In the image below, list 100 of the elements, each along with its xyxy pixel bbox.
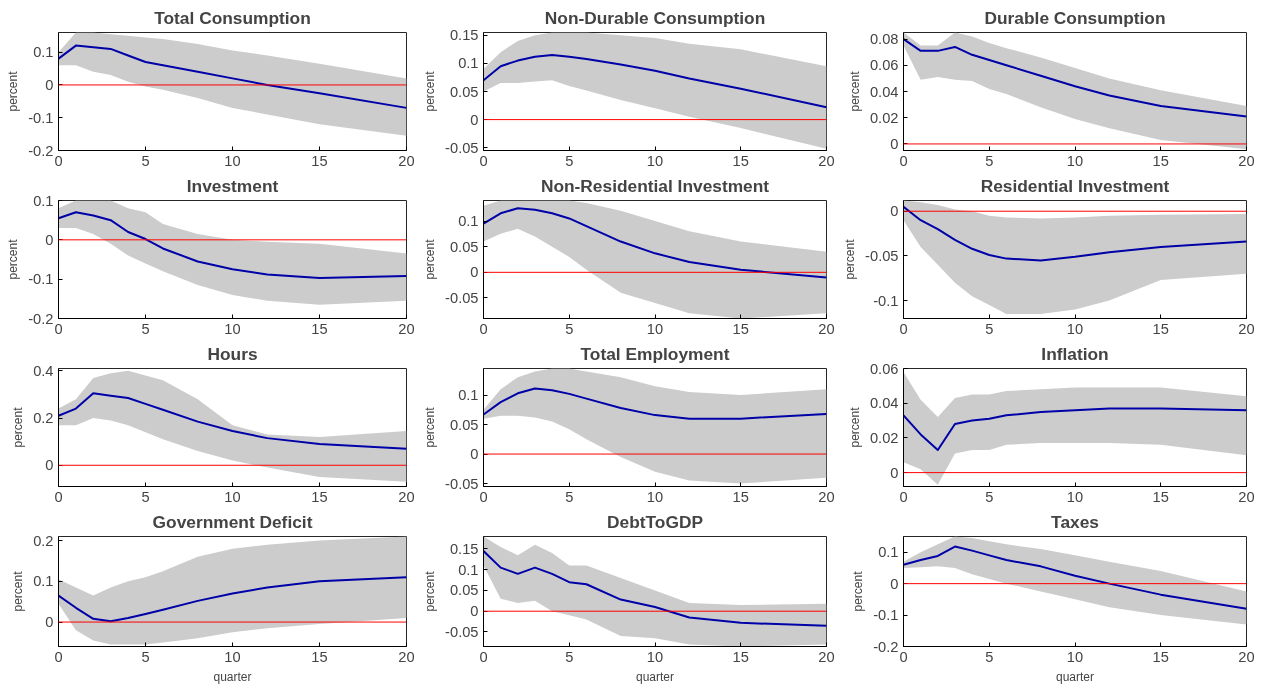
x-tick-label: 5 [985, 152, 994, 169]
chart-title: Total Consumption [154, 7, 311, 28]
x-tick-label: 20 [1238, 648, 1255, 665]
x-tick-label: 20 [398, 320, 415, 337]
x-tick-label: 10 [1066, 320, 1084, 337]
y-axis-title: percent [423, 570, 438, 612]
y-tick-label: -0.1 [873, 607, 899, 624]
y-tick-label: 0.02 [869, 429, 899, 446]
y-tick-label: -0.05 [865, 247, 899, 264]
y-axis-title: percent [423, 406, 438, 448]
y-tick-label: 0 [470, 446, 479, 463]
chart-title: Residential Investment [980, 175, 1170, 196]
y-tick-label: 0 [45, 76, 54, 93]
x-tick-label: 20 [1238, 152, 1255, 169]
x-tick-label: 15 [1152, 488, 1169, 505]
x-tick-label: 15 [732, 152, 749, 169]
x-tick-label: 5 [985, 320, 994, 337]
x-tick-label: 20 [818, 488, 835, 505]
x-tick-label: 5 [985, 488, 994, 505]
x-tick-label: 15 [1152, 152, 1169, 169]
y-tick-label: 0.1 [458, 561, 479, 578]
x-tick-label: 5 [985, 648, 994, 665]
y-tick-label: 0 [890, 203, 899, 220]
x-tick-label: 5 [141, 152, 150, 169]
y-tick-label: 0.1 [33, 573, 54, 590]
x-tick-label: 5 [565, 488, 574, 505]
chart-title: DebtToGDP [607, 511, 703, 532]
y-axis-title: percent [11, 406, 26, 448]
x-tick-label: 10 [224, 648, 241, 665]
x-tick-label: 10 [224, 152, 241, 169]
chart-title: Investment [186, 175, 279, 196]
y-tick-label: 0 [45, 614, 54, 631]
y-tick-label: 0.06 [869, 57, 899, 74]
x-tick-label: 10 [1066, 152, 1084, 169]
x-tick-label: 15 [732, 320, 749, 337]
y-tick-label: 0 [890, 575, 899, 592]
x-tick-label: 10 [646, 320, 664, 337]
x-axis-title: quarter [635, 669, 675, 684]
x-tick-label: 15 [311, 320, 328, 337]
y-axis-title: percent [6, 238, 21, 280]
y-tick-label: 0.1 [458, 213, 479, 230]
x-tick-label: 20 [398, 152, 415, 169]
y-tick-label: -0.2 [28, 310, 54, 327]
chart-title: Non-Residential Investment [540, 175, 770, 196]
x-axis-title: quarter [213, 669, 252, 684]
y-tick-label: 0 [470, 603, 479, 620]
y-tick-label: 0.05 [449, 582, 479, 599]
y-tick-label: 0.05 [449, 238, 479, 255]
y-tick-label: -0.05 [445, 475, 479, 492]
x-tick-label: 5 [141, 320, 150, 337]
chart-title: Total Employment [580, 343, 730, 364]
y-tick-label: -0.2 [873, 638, 899, 655]
y-tick-label: 0 [890, 135, 899, 152]
y-axis-title: percent [847, 70, 862, 112]
y-axis-title: percent [843, 238, 858, 280]
y-axis-title: percent [423, 70, 438, 112]
y-tick-label: 0.04 [869, 83, 899, 100]
x-tick-label: 10 [1066, 648, 1084, 665]
y-tick-label: 0.1 [33, 192, 54, 209]
x-tick-label: 10 [224, 488, 241, 505]
chart-title: Government Deficit [152, 511, 313, 532]
x-tick-label: 15 [732, 648, 749, 665]
y-tick-label: 0.1 [33, 44, 54, 61]
x-tick-label: 5 [565, 648, 574, 665]
y-axis-title: percent [423, 238, 438, 280]
x-axis-title: quarter [1055, 669, 1095, 684]
chart-title: Hours [207, 343, 258, 364]
y-tick-label: 0 [45, 231, 54, 248]
x-tick-label: 15 [732, 488, 749, 505]
y-tick-label: 0.02 [869, 109, 899, 126]
y-axis-title: percent [11, 570, 26, 612]
x-tick-label: 5 [565, 320, 574, 337]
x-tick-label: 20 [1238, 320, 1255, 337]
x-tick-label: 20 [398, 488, 415, 505]
x-tick-label: 5 [141, 648, 150, 665]
y-tick-label: 0 [470, 264, 479, 281]
y-tick-label: 0 [470, 111, 479, 128]
y-tick-label: 0.15 [449, 27, 479, 44]
chart-title: Durable Consumption [984, 7, 1166, 28]
y-tick-label: -0.05 [445, 623, 479, 640]
y-tick-label: -0.2 [28, 142, 54, 159]
x-tick-label: 20 [818, 648, 835, 665]
y-tick-label: 0.04 [869, 395, 899, 412]
x-tick-label: 15 [311, 152, 328, 169]
y-tick-label: 0.1 [878, 544, 899, 561]
x-tick-label: 15 [311, 648, 328, 665]
y-tick-label: 0 [45, 457, 54, 474]
x-tick-label: 10 [646, 152, 664, 169]
chart-title: Non-Durable Consumption [544, 7, 766, 28]
y-axis-title: percent [851, 570, 866, 612]
y-tick-label: 0 [890, 464, 899, 481]
y-tick-label: -0.1 [28, 109, 54, 126]
x-tick-label: 10 [1066, 488, 1084, 505]
y-tick-label: 0.06 [869, 360, 899, 377]
x-tick-label: 5 [565, 152, 574, 169]
chart-title: Taxes [1051, 511, 1099, 532]
y-tick-label: 0.05 [449, 416, 479, 433]
y-tick-label: 0.05 [449, 83, 479, 100]
y-tick-label: 0.2 [33, 532, 54, 549]
y-axis-title: percent [847, 406, 862, 448]
